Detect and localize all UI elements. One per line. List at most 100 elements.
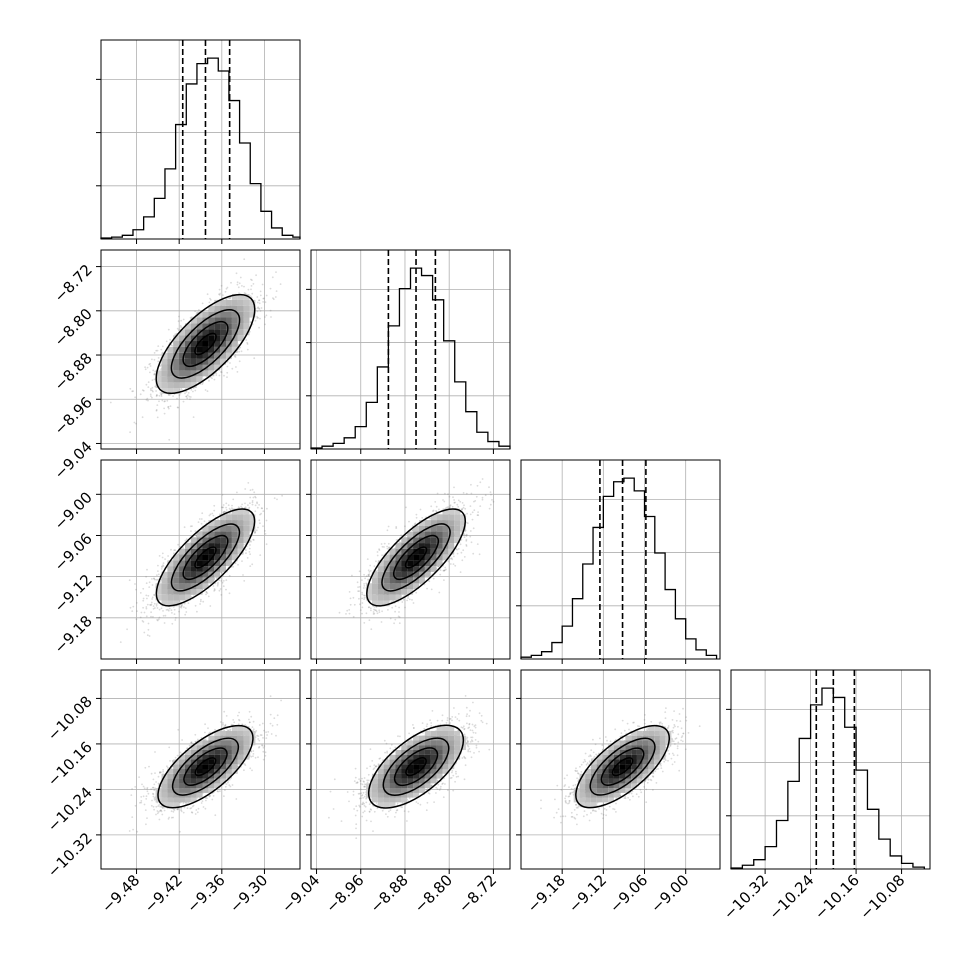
- scatter-point: [243, 285, 245, 288]
- scatter-point: [158, 400, 160, 403]
- density-cell: [237, 305, 244, 312]
- y-tick-label: −9.06: [51, 530, 96, 575]
- scatter-point: [213, 378, 216, 381]
- scatter-point: [244, 506, 247, 509]
- scatter-point: [157, 345, 160, 347]
- scatter-point: [225, 579, 228, 581]
- scatter-point: [148, 635, 151, 637]
- scatter-point: [173, 608, 176, 611]
- scatter-point: [240, 350, 243, 353]
- scatter-point: [153, 352, 156, 354]
- scatter-point: [182, 400, 185, 403]
- scatter-point: [274, 296, 277, 298]
- scatter-point: [151, 396, 153, 399]
- density-cell: [214, 305, 221, 312]
- density-cell: [167, 376, 174, 383]
- scatter-point: [247, 482, 250, 484]
- scatter-point: [225, 506, 228, 509]
- scatter-point: [241, 503, 244, 506]
- scatter-point: [259, 513, 261, 516]
- density-cell: [179, 370, 185, 377]
- scatter-point: [252, 496, 255, 499]
- scatter-point: [236, 371, 239, 373]
- density-cell: [231, 341, 238, 347]
- scatter-point: [132, 390, 135, 392]
- scatter-point: [152, 390, 154, 393]
- density-cell: [243, 317, 250, 324]
- density-cell: [208, 335, 215, 342]
- scatter-point: [248, 506, 251, 509]
- scatter-point: [250, 285, 253, 287]
- scatter-point: [245, 339, 248, 341]
- axes-frame: [310, 249, 511, 450]
- density-cell: [243, 305, 250, 312]
- scatter-point: [191, 525, 193, 527]
- scatter-point: [249, 544, 251, 546]
- scatter-point: [269, 287, 272, 290]
- scatter-point: [170, 609, 173, 612]
- scatter-point: [251, 292, 254, 295]
- scatter-point: [157, 573, 160, 576]
- scatter-point: [226, 286, 229, 289]
- scatter-point: [167, 406, 170, 408]
- scatter-point: [213, 588, 216, 590]
- scatter-point: [178, 394, 181, 397]
- histogram-panel-3: −10.32−10.24−10.16−10.08: [720, 669, 931, 923]
- scatter-point: [256, 506, 259, 509]
- scatter-point: [184, 392, 186, 395]
- scatter-point: [209, 297, 211, 300]
- scatter-point: [249, 553, 252, 556]
- scatter-point: [157, 564, 159, 567]
- scatter-point: [264, 530, 266, 532]
- scatter-point: [279, 283, 282, 285]
- scatter-point: [250, 278, 252, 281]
- density-cell: [214, 323, 221, 330]
- scatter-point: [254, 319, 257, 322]
- density-cell: [179, 376, 185, 383]
- scatter-point: [236, 281, 239, 284]
- scatter-point: [221, 493, 224, 496]
- scatter-point: [209, 376, 212, 379]
- scatter-point: [152, 605, 155, 607]
- scatter-point: [157, 360, 160, 363]
- density-cell: [196, 346, 203, 353]
- scatter-point: [158, 608, 161, 611]
- scatter-point: [119, 641, 122, 643]
- scatter-point: [162, 562, 165, 564]
- axes-frame: [520, 459, 721, 660]
- y-tick-label: −9.12: [51, 571, 96, 616]
- scatter-point: [164, 558, 167, 560]
- scatter-point: [200, 518, 203, 520]
- scatter-point: [153, 358, 156, 361]
- scatter-point: [142, 606, 145, 609]
- scatter-point: [173, 552, 175, 555]
- scatter-point: [213, 509, 216, 512]
- scatter-point: [187, 392, 190, 394]
- scatter-point: [236, 283, 239, 286]
- density-cell: [173, 341, 180, 347]
- scatter-point: [254, 504, 257, 507]
- scatter-point: [242, 574, 244, 576]
- scatter-point: [226, 376, 228, 378]
- scatter-point: [211, 377, 213, 380]
- scatter-point: [232, 498, 235, 501]
- scatter-point: [199, 600, 202, 603]
- scatter-point: [161, 399, 164, 402]
- scatter-point: [281, 494, 283, 497]
- scatter-point: [213, 504, 216, 507]
- scatter-point: [149, 362, 152, 365]
- scatter-point: [208, 379, 210, 382]
- scatter-point: [237, 563, 239, 566]
- density-cell: [196, 364, 203, 371]
- density-cell: [161, 358, 168, 365]
- histogram-step: [310, 267, 511, 449]
- scatter-point: [235, 366, 237, 368]
- density-cell: [226, 299, 232, 306]
- density-cell: [167, 364, 174, 371]
- scatter-point: [264, 316, 266, 318]
- scatter-point: [225, 509, 228, 511]
- scatter-point: [171, 622, 174, 625]
- scatter-point: [134, 583, 136, 585]
- scatter-point: [265, 543, 268, 546]
- scatter-point: [259, 317, 261, 320]
